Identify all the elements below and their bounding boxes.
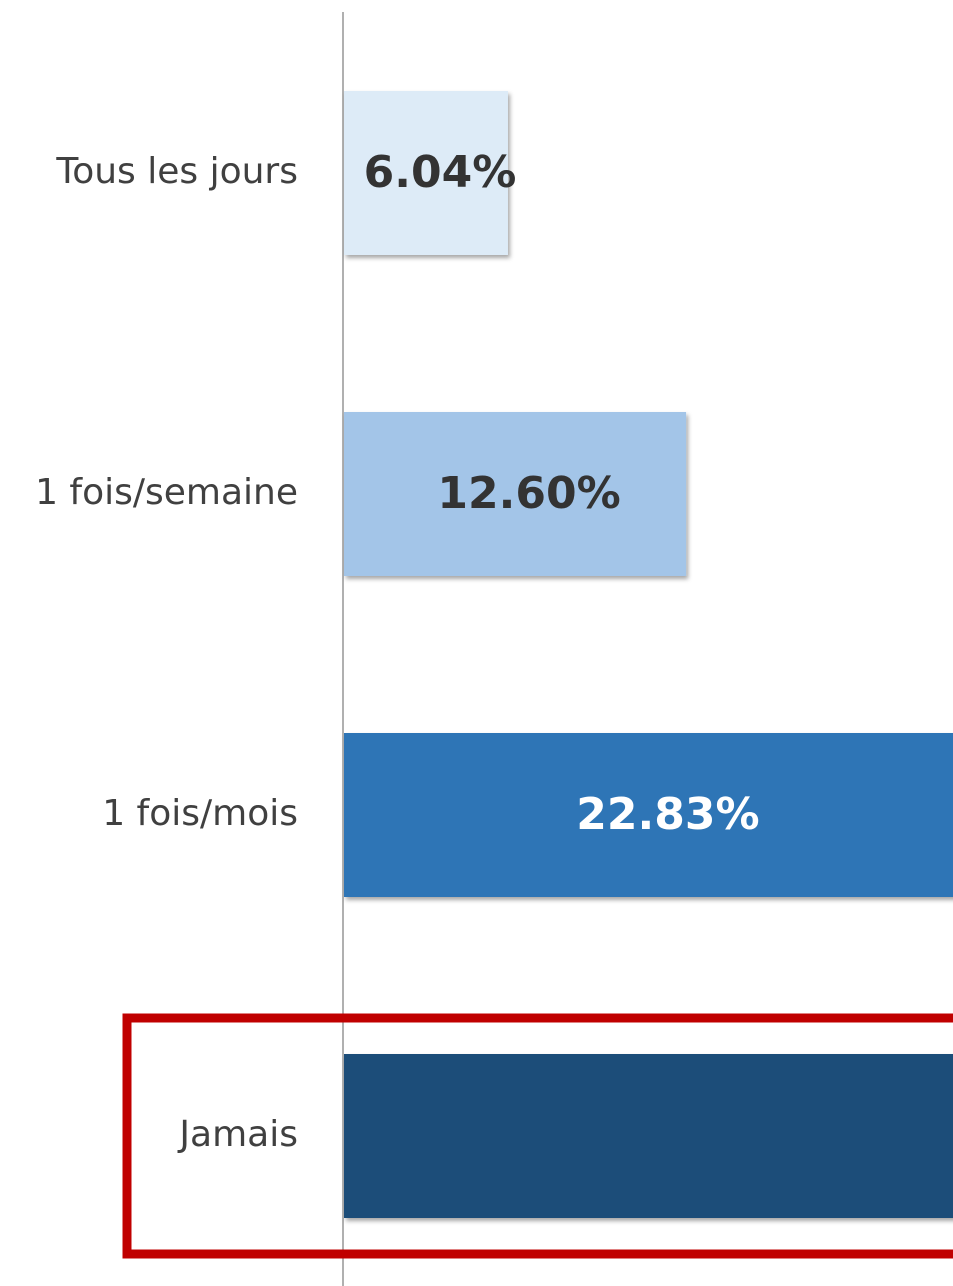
category-label: Tous les jours [55,151,298,192]
bar [344,1054,953,1218]
bar [344,412,687,576]
category-label: Jamais [177,1114,298,1155]
highlight-box [122,1013,953,1259]
data-label: 22.83% [576,789,759,840]
bar [344,733,953,897]
category-label: 1 fois/mois [102,793,298,834]
data-label: 6.04% [364,147,517,198]
category-label: 1 fois/semaine [35,472,298,513]
bar [344,91,508,255]
data-label: 12.60% [437,468,620,519]
